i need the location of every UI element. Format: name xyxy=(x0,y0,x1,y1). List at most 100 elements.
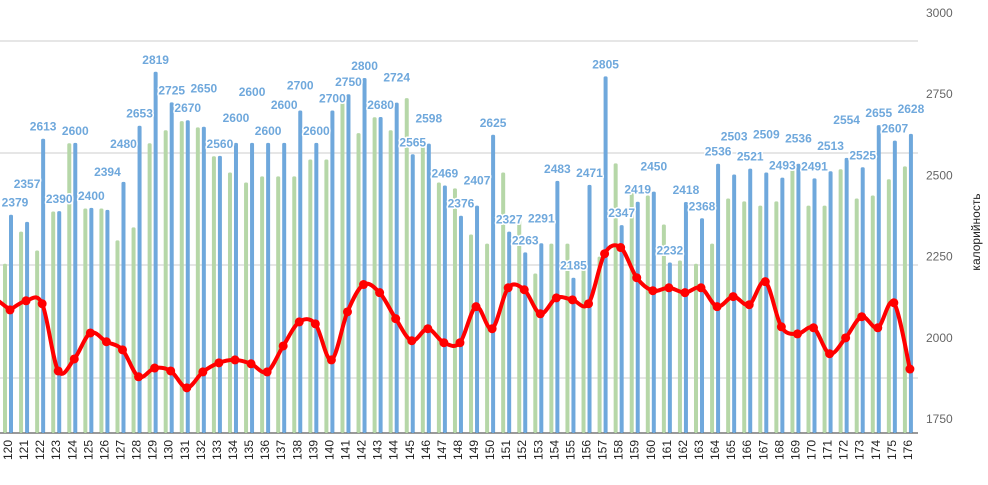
data-label: 2407 xyxy=(464,174,491,188)
x-tick-label: 144 xyxy=(387,440,401,460)
bar-blue xyxy=(764,172,769,433)
data-label: 2680 xyxy=(367,98,394,112)
x-tick-label: 128 xyxy=(130,440,144,460)
x-tick-label: 164 xyxy=(708,440,722,460)
line-point xyxy=(423,324,433,334)
x-tick-label: 175 xyxy=(885,440,899,460)
line-point xyxy=(648,286,658,296)
x-tick-label: 171 xyxy=(821,440,835,460)
data-label: 2598 xyxy=(415,112,442,126)
line-point xyxy=(150,363,160,373)
data-label: 2419 xyxy=(624,183,651,197)
y-tick-label: 2000 xyxy=(926,331,953,345)
y-tick-label: 3000 xyxy=(926,6,953,20)
bar-blue xyxy=(89,207,94,433)
data-label: 2600 xyxy=(223,111,250,125)
bar-green xyxy=(452,188,457,433)
bar-blue xyxy=(314,142,319,433)
line-point xyxy=(230,355,240,365)
bar-green xyxy=(195,127,200,433)
line-point xyxy=(85,328,95,338)
x-tick-label: 151 xyxy=(499,440,513,460)
bar-blue xyxy=(346,94,351,434)
line-point xyxy=(53,366,63,376)
x-tick-label: 157 xyxy=(596,440,610,460)
x-tick-label: 173 xyxy=(853,440,867,460)
x-tick-label: 133 xyxy=(210,440,224,460)
line-point xyxy=(375,288,385,298)
x-tick-label: 156 xyxy=(580,440,594,460)
bar-green xyxy=(211,156,216,433)
data-label: 2600 xyxy=(255,124,282,138)
x-tick-label: 170 xyxy=(805,440,819,460)
line-point xyxy=(632,273,642,283)
bar-green xyxy=(822,205,827,433)
data-label: 2560 xyxy=(207,137,234,151)
data-label: 2655 xyxy=(865,106,892,120)
y-tick-label: 2750 xyxy=(926,87,953,101)
bar-blue xyxy=(667,262,672,433)
bar-green xyxy=(661,224,666,433)
line-point xyxy=(101,337,111,347)
bar-green xyxy=(726,198,731,433)
data-label: 2493 xyxy=(769,159,796,173)
bar-blue xyxy=(185,120,190,434)
line-point xyxy=(198,367,208,377)
x-axis: 120 121 122 123 124 125 126 127 128 129 130 131 132 1… xyxy=(1,440,915,460)
line-point xyxy=(503,283,513,293)
bar-green xyxy=(131,227,136,433)
bar-green xyxy=(147,143,152,433)
data-label: 2503 xyxy=(721,129,748,143)
bar-blue xyxy=(619,225,624,433)
x-tick-label: 160 xyxy=(644,440,658,460)
x-tick-label: 134 xyxy=(226,440,240,460)
data-label: 2800 xyxy=(351,59,378,73)
data-label: 2232 xyxy=(657,243,684,257)
bar-green xyxy=(790,165,795,433)
bar-blue xyxy=(426,143,431,433)
x-tick-label: 152 xyxy=(515,440,529,460)
y-axis-right: 1750 2000 2250 2500 2750 3000 xyxy=(926,6,953,426)
bar-blue xyxy=(298,110,303,434)
bar-green xyxy=(694,263,699,433)
data-label: 2357 xyxy=(14,177,41,191)
data-label: 2724 xyxy=(383,71,410,85)
bar-green xyxy=(260,176,265,434)
x-tick-label: 169 xyxy=(788,440,802,460)
data-label: 2700 xyxy=(287,78,314,92)
bar-green xyxy=(436,182,441,433)
data-label: 2394 xyxy=(94,165,121,179)
data-label: 2376 xyxy=(448,197,475,211)
x-tick-label: 120 xyxy=(1,440,15,460)
bar-green xyxy=(388,130,393,433)
data-label: 2600 xyxy=(271,98,298,112)
bar-blue xyxy=(9,214,13,433)
x-tick-label: 121 xyxy=(17,440,31,460)
data-label: 2600 xyxy=(239,85,266,99)
bar-green xyxy=(517,218,522,433)
bar-blue xyxy=(266,142,271,433)
data-label: 2525 xyxy=(849,148,876,162)
data-label: 2653 xyxy=(126,107,153,121)
data-label: 2263 xyxy=(512,233,539,247)
data-label: 2819 xyxy=(142,53,169,67)
bar-blue xyxy=(362,77,367,433)
x-tick-label: 150 xyxy=(483,440,497,460)
x-tick-label: 138 xyxy=(290,440,304,460)
bar-blue xyxy=(121,181,126,433)
line-point xyxy=(889,298,899,308)
data-label: 2491 xyxy=(801,159,828,173)
bar-green xyxy=(372,117,377,434)
data-label: 2450 xyxy=(640,160,667,174)
x-tick-label: 142 xyxy=(355,440,369,460)
y-tick-label: 1750 xyxy=(926,412,953,426)
bar-green xyxy=(404,98,409,434)
bar-green xyxy=(565,243,570,433)
data-label: 2554 xyxy=(833,113,860,127)
data-label: 2613 xyxy=(30,120,57,134)
data-label: 2565 xyxy=(399,135,426,149)
line-point xyxy=(600,249,610,259)
x-tick-label: 149 xyxy=(467,440,481,460)
data-label: 2536 xyxy=(705,145,732,159)
bar-green xyxy=(485,243,490,433)
